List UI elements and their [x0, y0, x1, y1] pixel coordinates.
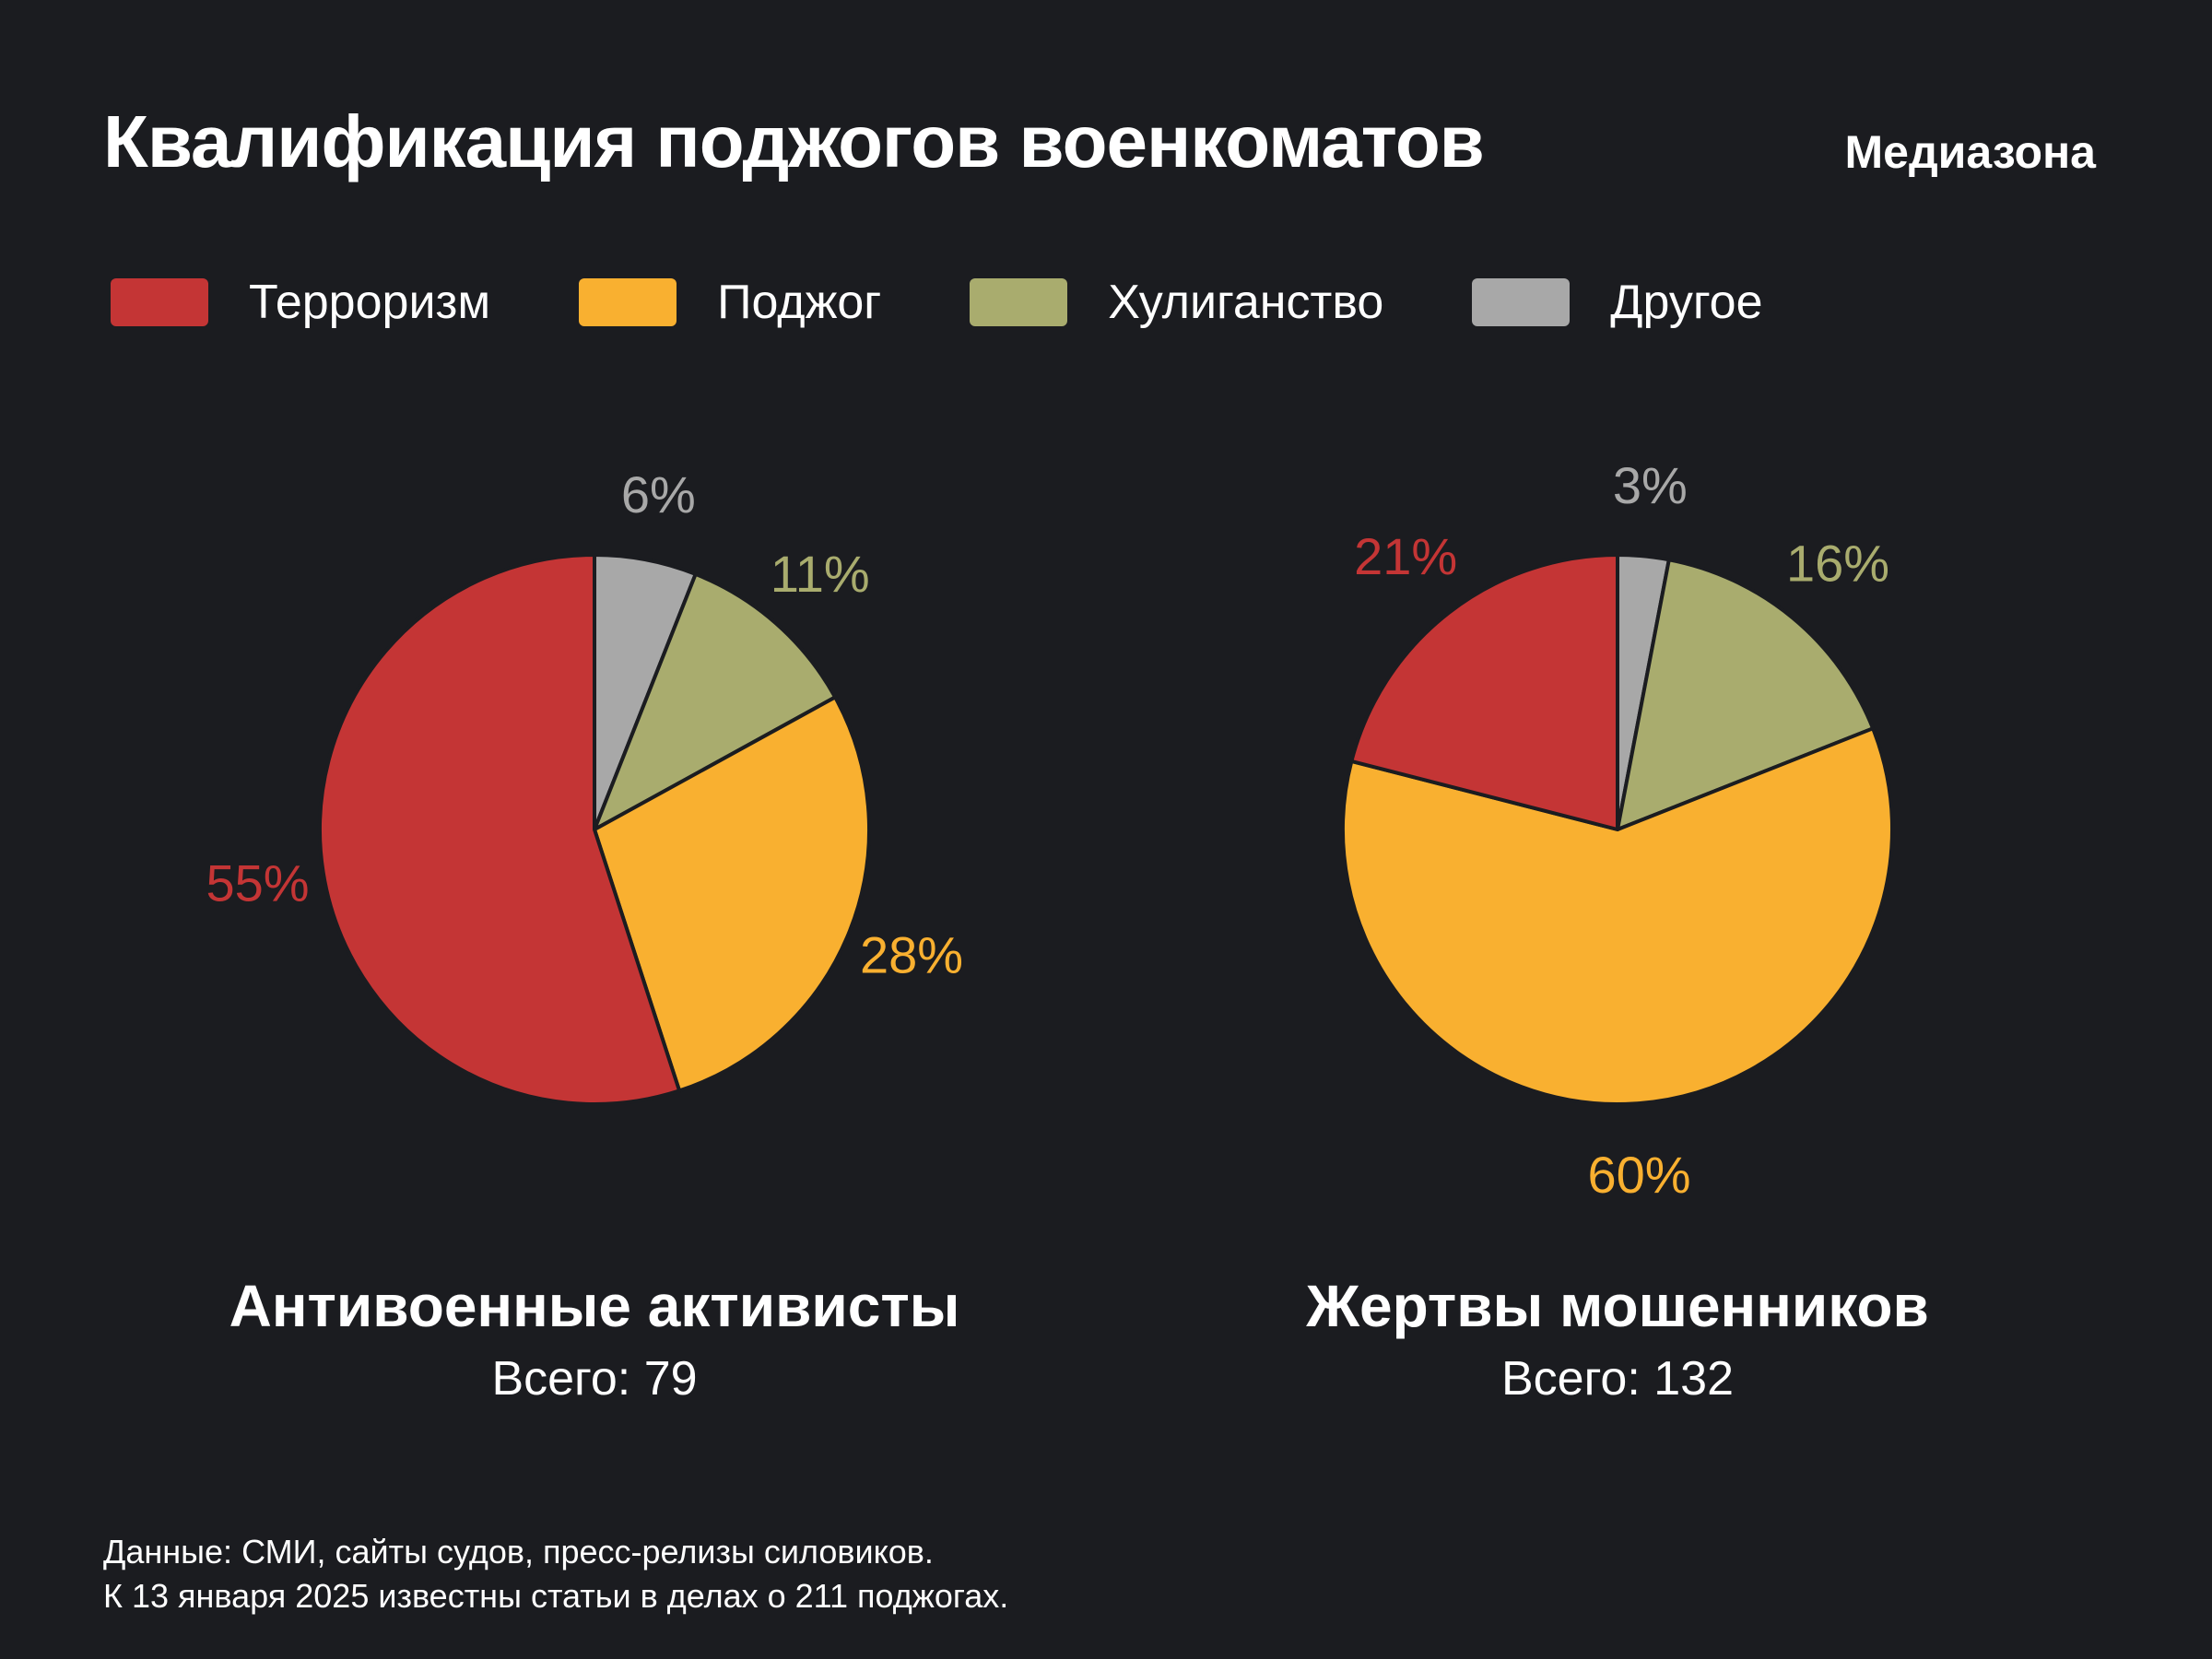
legend: Терроризм Поджог Хулиганство Другое: [111, 275, 1852, 330]
legend-item-hooliganism: Хулиганство: [970, 275, 1383, 330]
pie-slice-scam-victims-terrorism: [1349, 553, 1619, 831]
pie-slice-scam-victims-arson: [1341, 726, 1894, 1106]
legend-label-other: Другое: [1610, 276, 1763, 329]
legend-swatch-arson: [579, 278, 677, 326]
pie-slice-scam-victims-hooliganism: [1616, 558, 1876, 831]
legend-item-terrorism: Терроризм: [111, 275, 490, 330]
pie-label-scam-victims-terrorism: 21%: [1354, 527, 1457, 585]
legend-label-hooliganism: Хулиганство: [1108, 276, 1384, 329]
pie-title-activists: Антивоенные активисты: [229, 1273, 960, 1339]
pie-title-scam-victims: Жертвы мошенников: [1306, 1273, 1929, 1339]
pie-label-activists-arson: 28%: [860, 926, 963, 984]
pie-total-value-scam-victims: 132: [1653, 1352, 1734, 1406]
pie-total-value-activists: 79: [643, 1352, 698, 1406]
brand-logo-text: Медиазона: [1844, 126, 2096, 178]
legend-swatch-other: [1472, 278, 1571, 326]
legend-item-other: Другое: [1472, 275, 1763, 330]
pie-label-scam-victims-hooliganism: 16%: [1786, 535, 1889, 593]
pie-slice-activists-arson: [593, 695, 871, 1093]
pie-total-scam-victims: Всего: 132: [1203, 1351, 2032, 1406]
legend-label-terrorism: Терроризм: [249, 276, 491, 329]
pie-slice-activists-hooliganism: [593, 571, 838, 831]
chart-title: Квалификация поджогов военкоматов: [103, 100, 1485, 182]
source-line-2: К 13 января 2025 известны статьи в делах…: [103, 1577, 1009, 1615]
legend-swatch-hooliganism: [970, 278, 1068, 326]
pie-label-scam-victims-other: 3%: [1613, 456, 1688, 514]
pie-total-label-activists: Всего:: [491, 1352, 631, 1406]
pie-label-activists-terrorism: 55%: [206, 853, 310, 912]
pie-label-activists-other: 6%: [621, 465, 696, 524]
pie-total-activists: Всего: 79: [180, 1351, 1009, 1406]
legend-item-arson: Поджог: [579, 275, 881, 330]
legend-swatch-terrorism: [111, 278, 208, 326]
legend-label-arson: Поджог: [717, 276, 882, 329]
pie-label-activists-hooliganism: 11%: [771, 545, 870, 603]
pie-label-scam-victims-arson: 60%: [1587, 1146, 1690, 1204]
pie-total-label-scam-victims: Всего:: [1500, 1352, 1641, 1406]
source-line-1: Данные: СМИ, сайты судов, пресс-релизы с…: [103, 1533, 934, 1571]
pie-slice-activists-terrorism: [318, 553, 682, 1106]
source-note: Данные: СМИ, сайты судов, пресс-релизы с…: [103, 1530, 1008, 1618]
